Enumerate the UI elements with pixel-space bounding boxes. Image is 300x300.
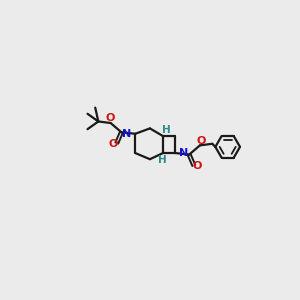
Text: N: N [179,148,188,158]
Text: O: O [196,136,206,146]
Text: O: O [108,139,118,149]
Text: O: O [105,113,115,123]
Text: H: H [162,125,170,135]
Text: H: H [158,155,167,165]
Text: N: N [122,129,131,139]
Text: O: O [193,161,202,171]
